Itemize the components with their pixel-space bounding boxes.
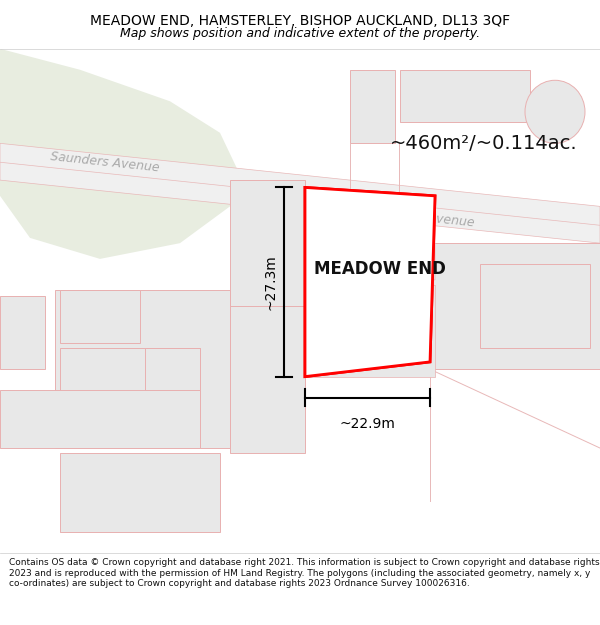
Text: Contains OS data © Crown copyright and database right 2021. This information is : Contains OS data © Crown copyright and d… (9, 558, 599, 588)
Polygon shape (60, 291, 140, 343)
Polygon shape (305, 188, 435, 377)
Polygon shape (55, 291, 230, 448)
Polygon shape (305, 188, 435, 377)
Polygon shape (230, 180, 305, 453)
Text: ~27.3m: ~27.3m (263, 254, 277, 310)
Polygon shape (305, 285, 435, 377)
Polygon shape (400, 70, 530, 122)
Polygon shape (0, 296, 45, 369)
Polygon shape (430, 243, 600, 369)
Text: ~460m²/~0.114ac.: ~460m²/~0.114ac. (390, 134, 578, 153)
Text: Map shows position and indicative extent of the property.: Map shows position and indicative extent… (120, 27, 480, 40)
Text: MEADOW END: MEADOW END (314, 261, 446, 278)
Text: MEADOW END, HAMSTERLEY, BISHOP AUCKLAND, DL13 3QF: MEADOW END, HAMSTERLEY, BISHOP AUCKLAND,… (90, 14, 510, 28)
Text: Saunders Avenue: Saunders Avenue (365, 204, 475, 229)
Text: Saunders Avenue: Saunders Avenue (50, 150, 160, 174)
Polygon shape (480, 264, 590, 348)
Text: ~22.9m: ~22.9m (340, 416, 395, 431)
Circle shape (525, 80, 585, 143)
Polygon shape (60, 453, 220, 532)
Polygon shape (0, 390, 200, 448)
Polygon shape (0, 143, 600, 243)
Polygon shape (60, 348, 200, 416)
Polygon shape (145, 348, 200, 390)
Polygon shape (0, 49, 240, 259)
Polygon shape (305, 188, 435, 280)
Polygon shape (350, 70, 395, 143)
